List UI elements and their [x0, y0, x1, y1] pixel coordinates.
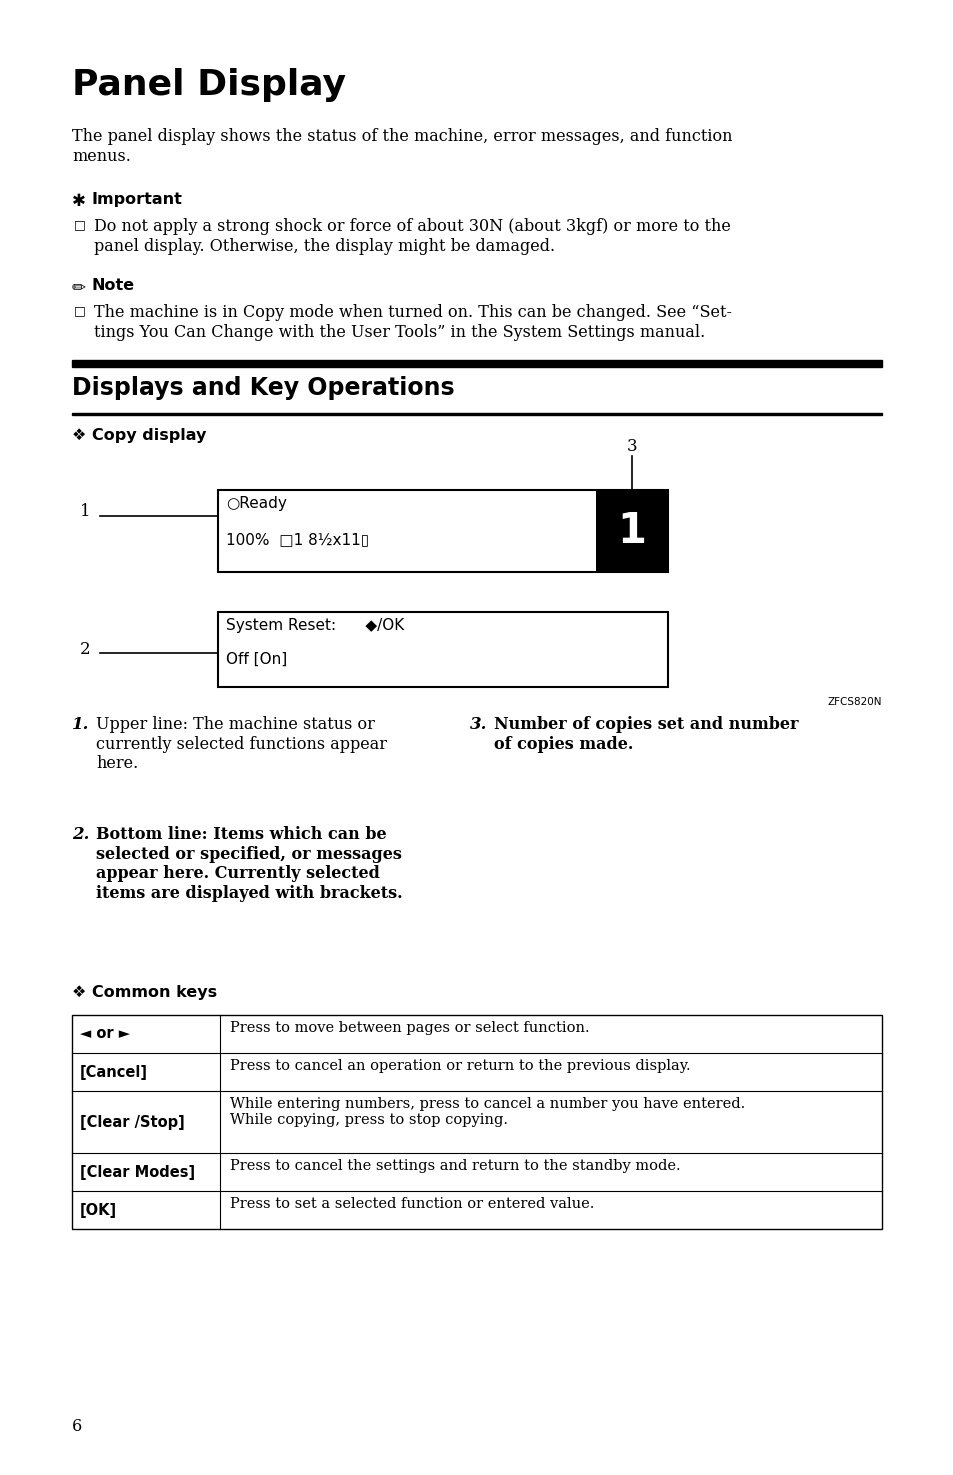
Text: 2: 2 [80, 640, 91, 658]
Bar [218, 612, 667, 687]
Text: Off [On]: Off [On] [226, 652, 287, 667]
Bar [71, 1015, 882, 1229]
Text: Displays and Key Operations: Displays and Key Operations [71, 376, 455, 400]
Text: □: □ [74, 304, 86, 317]
Text: 2.: 2. [71, 826, 90, 844]
Text: Do not apply a strong shock or force of about 30N (about 3kgf) or more to the
pa: Do not apply a strong shock or force of … [94, 218, 730, 255]
Text: Number of copies set and number
of copies made.: Number of copies set and number of copie… [494, 715, 798, 752]
Text: [Clear /Stop]: [Clear /Stop] [80, 1115, 185, 1130]
Text: Bottom line: Items which can be
selected or specified, or messages
appear here. : Bottom line: Items which can be selected… [96, 826, 402, 901]
Bar [71, 360, 882, 367]
Text: The machine is in Copy mode when turned on. This can be changed. See “Set-
tings: The machine is in Copy mode when turned … [94, 304, 731, 341]
Text: □: □ [74, 218, 86, 232]
Text: ZFCS820N: ZFCS820N [826, 698, 882, 707]
Text: Upper line: The machine status or
currently selected functions appear
here.: Upper line: The machine status or curren… [96, 715, 387, 773]
Bar [596, 490, 667, 572]
Text: 1.: 1. [71, 715, 90, 733]
Text: Press to cancel the settings and return to the standby mode.: Press to cancel the settings and return … [230, 1159, 679, 1173]
Text: [Clear Modes]: [Clear Modes] [80, 1164, 195, 1180]
Text: 6: 6 [71, 1417, 82, 1435]
Text: ✱: ✱ [71, 192, 86, 209]
Text: Panel Display: Panel Display [71, 68, 346, 102]
Text: 1: 1 [617, 510, 646, 552]
Text: [OK]: [OK] [80, 1202, 117, 1217]
Text: While entering numbers, press to cancel a number you have entered.
While copying: While entering numbers, press to cancel … [230, 1097, 744, 1127]
Text: 1: 1 [80, 503, 91, 521]
Text: Note: Note [91, 277, 135, 294]
Text: ✏: ✏ [71, 277, 86, 296]
Bar [71, 413, 882, 414]
Text: Important: Important [91, 192, 183, 206]
Text: 3: 3 [626, 438, 637, 454]
Text: 100%  □1 8½x11▯: 100% □1 8½x11▯ [226, 532, 369, 547]
Text: System Reset:      ◆/OK: System Reset: ◆/OK [226, 618, 404, 633]
Text: Press to cancel an operation or return to the previous display.: Press to cancel an operation or return t… [230, 1059, 690, 1072]
Text: ❖ Copy display: ❖ Copy display [71, 428, 206, 442]
Text: Press to move between pages or select function.: Press to move between pages or select fu… [230, 1021, 589, 1035]
Text: ○Ready: ○Ready [226, 496, 287, 510]
Text: ❖ Common keys: ❖ Common keys [71, 985, 217, 1000]
Bar [218, 490, 667, 572]
Text: Press to set a selected function or entered value.: Press to set a selected function or ente… [230, 1198, 594, 1211]
Text: ◄ or ►: ◄ or ► [80, 1027, 130, 1041]
Text: The panel display shows the status of the machine, error messages, and function
: The panel display shows the status of th… [71, 128, 732, 165]
Text: [Cancel]: [Cancel] [80, 1065, 148, 1080]
Text: 3.: 3. [470, 715, 487, 733]
